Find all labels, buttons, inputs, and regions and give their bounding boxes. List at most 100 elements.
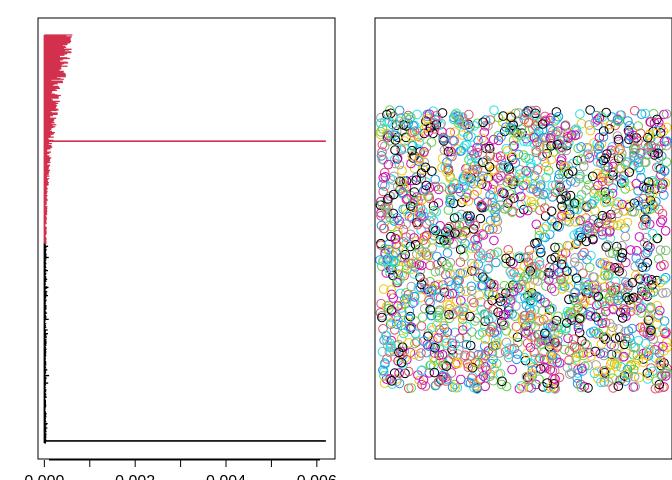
scatter-point <box>434 376 445 387</box>
scatter-point <box>526 196 537 207</box>
scatter-point <box>522 273 533 284</box>
series-spikes <box>44 34 73 244</box>
scatter-point <box>489 279 499 290</box>
scatter-point <box>400 249 411 260</box>
scatter-point <box>461 267 471 278</box>
scatter-point <box>561 180 572 190</box>
scatter-point <box>511 301 521 311</box>
scatter-point <box>500 204 511 214</box>
scatter-point <box>571 352 582 363</box>
scatter-point <box>462 188 472 198</box>
scatter-point <box>497 287 507 297</box>
scatter-point <box>650 283 660 293</box>
scatter-point <box>466 281 477 292</box>
scatter-point <box>660 272 671 283</box>
scatter-point <box>428 201 439 211</box>
scatter-point <box>576 190 587 200</box>
scatter-point <box>596 339 607 349</box>
scatter-point <box>438 360 448 371</box>
scatter-point <box>551 315 562 326</box>
scatter-point <box>376 298 386 309</box>
scatter-point <box>496 379 507 390</box>
scatter-point <box>619 339 630 350</box>
scatter-point <box>506 112 516 123</box>
scatter-point <box>442 167 452 178</box>
scatter-point <box>528 290 538 300</box>
scatter-point <box>442 299 453 310</box>
scatter-point <box>638 357 648 368</box>
scatter-point <box>597 318 608 329</box>
scatter-point <box>655 179 666 189</box>
scatter-point <box>604 269 614 280</box>
scatter-point <box>418 375 429 385</box>
scatter-point <box>605 219 615 229</box>
scatter-point <box>474 268 485 279</box>
scatter-point <box>404 313 414 324</box>
scatter-point <box>519 311 530 321</box>
left-plot-lines <box>43 34 326 444</box>
scatter-point <box>400 294 410 304</box>
scatter-point <box>557 201 567 212</box>
scatter-point <box>480 115 491 125</box>
scatter-point <box>415 282 426 293</box>
scatter-point <box>469 297 479 308</box>
scatter-point <box>495 175 505 186</box>
scatter-point <box>477 253 487 264</box>
scatter-point <box>406 281 417 292</box>
scatter-point <box>611 199 622 209</box>
scatter-point <box>421 142 432 152</box>
scatter-point <box>542 378 553 388</box>
scatter-point <box>639 237 650 248</box>
scatter-point <box>527 202 537 213</box>
scatter-point <box>629 371 640 382</box>
scatter-point <box>526 320 536 331</box>
scatter-point <box>623 116 633 126</box>
scatter-point <box>427 285 437 296</box>
scatter-point <box>521 166 531 176</box>
scatter-point <box>585 105 595 115</box>
scatter-point <box>597 274 607 285</box>
scatter-point <box>472 164 482 175</box>
scatter-point <box>466 295 477 305</box>
scatter-point <box>435 221 445 231</box>
scatter-point <box>530 110 541 121</box>
scatter-point <box>642 150 653 160</box>
scatter-point <box>581 282 591 292</box>
scatter-point <box>623 200 633 210</box>
scatter-point <box>492 152 503 163</box>
scatter-point <box>508 329 518 339</box>
scatter-point <box>593 144 603 154</box>
scatter-point <box>641 217 652 227</box>
scatter-point <box>458 143 469 153</box>
scatter-point <box>572 378 583 389</box>
scatter-point <box>480 351 491 361</box>
scatter-point <box>556 211 567 222</box>
scatter-point <box>439 145 450 155</box>
scatter-point <box>511 281 522 292</box>
scatter-point <box>601 165 611 176</box>
scatter-point <box>536 339 547 349</box>
scatter-point <box>631 253 642 263</box>
scatter-point <box>485 190 495 200</box>
scatter-point <box>392 376 402 387</box>
scatter-point <box>397 165 407 176</box>
scatter-point <box>384 239 394 249</box>
scatter-point <box>585 125 596 136</box>
scatter-point <box>419 147 429 157</box>
scatter-point <box>642 291 653 302</box>
scatter-point <box>380 172 391 182</box>
scatter-point <box>598 126 609 136</box>
scatter-point <box>601 227 612 237</box>
scatter-point <box>635 148 646 158</box>
scatter-point <box>386 285 396 295</box>
scatter-point <box>472 186 482 196</box>
scatter-point <box>430 224 440 234</box>
scatter-point <box>613 295 623 306</box>
scatter-point <box>478 171 488 181</box>
scatter-point <box>437 162 447 173</box>
scatter-point <box>464 154 474 165</box>
scatter-point <box>608 304 619 315</box>
scatter-point <box>632 246 642 256</box>
scatter-point <box>656 370 667 380</box>
